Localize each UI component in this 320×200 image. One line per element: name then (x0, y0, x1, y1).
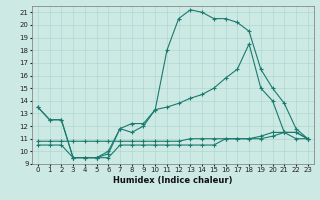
X-axis label: Humidex (Indice chaleur): Humidex (Indice chaleur) (113, 176, 233, 185)
